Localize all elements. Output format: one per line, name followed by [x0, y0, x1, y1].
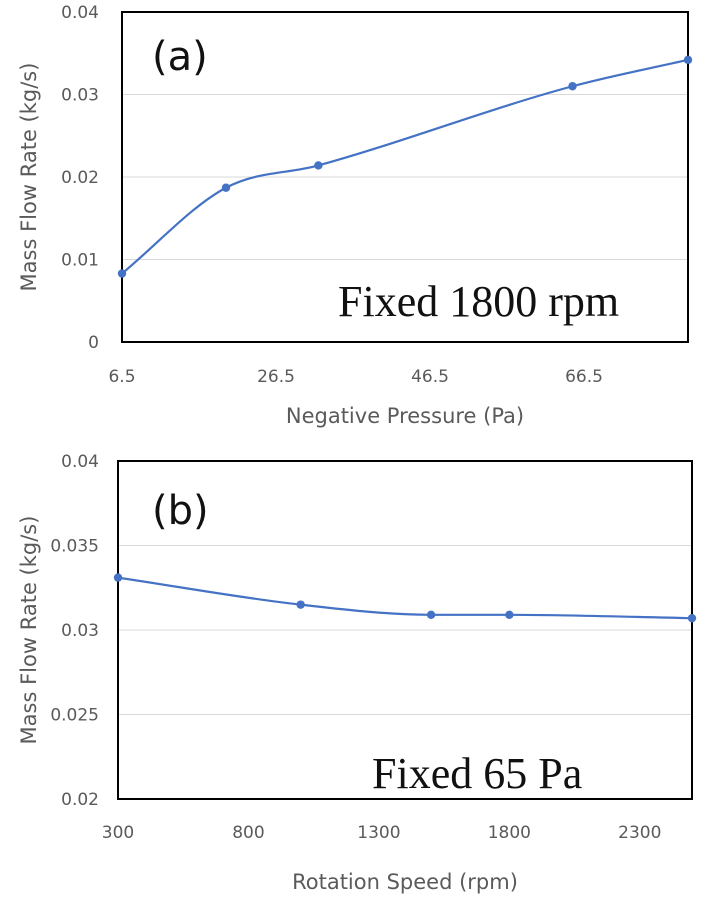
y-tick-label-b-2: 0.03	[61, 621, 99, 641]
x-axis-title-b: Rotation Speed (rpm)	[292, 870, 518, 894]
chart-b: 0.02 0.025 0.03 0.035 0.04 300 800 1300 1800 2300…	[17, 452, 697, 894]
x-axis-title-a: Negative Pressure (Pa)	[286, 404, 524, 428]
data-point-b-1	[296, 600, 305, 609]
panel-label-b: (b)	[152, 488, 209, 534]
y-axis-title-a: Mass Flow Rate (kg/s)	[17, 63, 41, 292]
y-tick-label-a-2: 0.02	[61, 168, 99, 188]
data-point-a-2	[314, 161, 323, 170]
series-line-b-0	[116, 576, 694, 620]
x-tick-label-a-2: 46.5	[411, 367, 449, 387]
data-point-b-0	[113, 573, 123, 582]
data-point-a-0	[117, 269, 127, 278]
x-tick-label-b-0: 300	[102, 823, 134, 843]
x-tick-label-b-3: 1800	[488, 823, 531, 843]
y-tick-label-b-1: 0.025	[50, 706, 99, 726]
data-point-a-1	[221, 183, 231, 192]
x-tick-label-b-2: 1300	[357, 823, 400, 843]
data-point-b-4	[687, 613, 697, 623]
x-tick-label-b-1: 800	[232, 823, 264, 843]
series-line-a-0	[120, 58, 690, 275]
data-point-b-3	[505, 610, 514, 619]
x-tick-label-a-3: 66.5	[565, 367, 603, 387]
panel-label-a: (a)	[152, 34, 208, 80]
y-tick-label-b-0: 0.02	[61, 790, 99, 810]
y-tick-label-a-3: 0.03	[61, 86, 99, 106]
x-tick-label-a-1: 26.5	[257, 367, 295, 387]
x-tick-label-a-0: 6.5	[108, 367, 135, 387]
chart-a: 0 0.01 0.02 0.03 0.04 6.5 26.5 46.5 66.5 Negative…	[17, 3, 693, 428]
y-tick-label-b-3: 0.035	[50, 537, 99, 557]
y-tick-label-a-4: 0.04	[61, 3, 99, 23]
data-point-a-4	[683, 55, 693, 65]
annotation-b: Fixed 65 Pa	[372, 749, 582, 798]
plot-frame-b	[117, 460, 693, 800]
plot-frame-a	[121, 11, 689, 343]
y-axis-title-b: Mass Flow Rate (kg/s)	[17, 516, 41, 745]
y-tick-label-a-1: 0.01	[61, 251, 99, 271]
data-point-b-2	[426, 610, 436, 619]
data-point-a-3	[568, 82, 577, 91]
annotation-a: Fixed 1800 rpm	[338, 277, 619, 326]
y-tick-label-b-4: 0.04	[61, 452, 99, 472]
x-tick-label-b-4: 2300	[618, 823, 661, 843]
y-tick-label-a-0: 0	[88, 333, 99, 353]
